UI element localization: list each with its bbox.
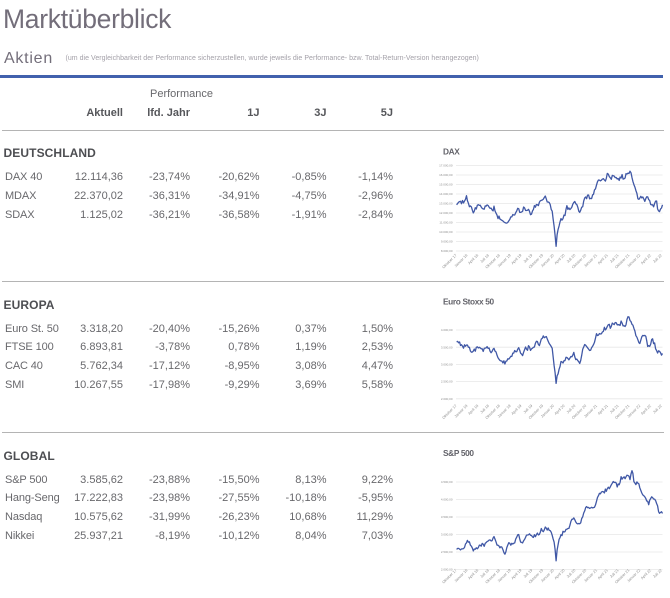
svg-text:April 18: April 18 xyxy=(467,253,479,265)
svg-text:3.000,00: 3.000,00 xyxy=(441,533,453,537)
svg-text:4.000,00: 4.000,00 xyxy=(441,498,453,502)
svg-text:9.000,00: 9.000,00 xyxy=(441,240,453,244)
svg-text:April 21: April 21 xyxy=(597,404,609,416)
svg-text:4.000,00: 4.000,00 xyxy=(441,328,453,332)
svg-text:April 19: April 19 xyxy=(511,404,523,416)
svg-text:2.500,00: 2.500,00 xyxy=(441,380,453,384)
svg-text:April 20: April 20 xyxy=(554,253,566,265)
svg-text:16.000,00: 16.000,00 xyxy=(439,173,453,177)
svg-text:April 18: April 18 xyxy=(467,404,479,416)
svg-text:4.500,00: 4.500,00 xyxy=(441,480,453,484)
svg-text:14.000,00: 14.000,00 xyxy=(439,192,453,196)
svg-text:DAX: DAX xyxy=(443,147,460,157)
svg-text:2.500,00: 2.500,00 xyxy=(441,550,453,554)
svg-text:3.500,00: 3.500,00 xyxy=(441,515,453,519)
svg-text:Juli 20: Juli 20 xyxy=(566,253,577,264)
svg-text:12.000,00: 12.000,00 xyxy=(439,211,453,215)
svg-text:April 19: April 19 xyxy=(511,568,523,580)
svg-text:Euro Stoxx 50: Euro Stoxx 50 xyxy=(443,297,495,307)
svg-text:April 21: April 21 xyxy=(597,253,609,265)
svg-text:Juli 19: Juli 19 xyxy=(523,404,534,415)
svg-text:April 22: April 22 xyxy=(640,568,652,580)
svg-text:Juli 20: Juli 20 xyxy=(566,568,577,579)
svg-text:April 18: April 18 xyxy=(467,568,479,580)
svg-text:13.000,00: 13.000,00 xyxy=(439,202,453,206)
svg-text:3.500,00: 3.500,00 xyxy=(441,345,453,349)
svg-text:11.000,00: 11.000,00 xyxy=(439,221,452,225)
svg-text:Juli 18: Juli 18 xyxy=(480,568,491,579)
svg-text:Juli 22: Juli 22 xyxy=(652,568,663,579)
svg-text:April 19: April 19 xyxy=(511,253,523,265)
svg-text:Juli 19: Juli 19 xyxy=(523,568,534,579)
svg-text:April 21: April 21 xyxy=(597,568,609,580)
svg-text:April 20: April 20 xyxy=(554,404,566,416)
svg-text:Juli 22: Juli 22 xyxy=(652,253,663,264)
svg-text:10.000,00: 10.000,00 xyxy=(439,230,453,234)
svg-text:Juli 21: Juli 21 xyxy=(609,404,620,415)
svg-text:Juli 18: Juli 18 xyxy=(480,404,491,415)
svg-text:Juli 21: Juli 21 xyxy=(609,253,620,264)
svg-text:8.000,00: 8.000,00 xyxy=(441,249,453,253)
svg-text:2.000,00: 2.000,00 xyxy=(441,568,453,572)
svg-text:Juli 20: Juli 20 xyxy=(566,404,577,415)
svg-text:April 22: April 22 xyxy=(640,253,652,265)
svg-text:Juli 21: Juli 21 xyxy=(609,568,620,579)
svg-text:April 22: April 22 xyxy=(640,404,652,416)
svg-text:3.000,00: 3.000,00 xyxy=(441,363,453,367)
svg-text:S&P 500: S&P 500 xyxy=(443,448,474,458)
svg-text:15.000,00: 15.000,00 xyxy=(439,183,453,187)
svg-text:Juli 22: Juli 22 xyxy=(652,404,663,415)
svg-text:Juli 19: Juli 19 xyxy=(523,253,534,264)
svg-text:2.000,00: 2.000,00 xyxy=(441,397,453,401)
svg-text:Juli 18: Juli 18 xyxy=(480,253,491,264)
svg-text:17.000,00: 17.000,00 xyxy=(439,164,453,168)
svg-text:April 20: April 20 xyxy=(554,568,566,580)
